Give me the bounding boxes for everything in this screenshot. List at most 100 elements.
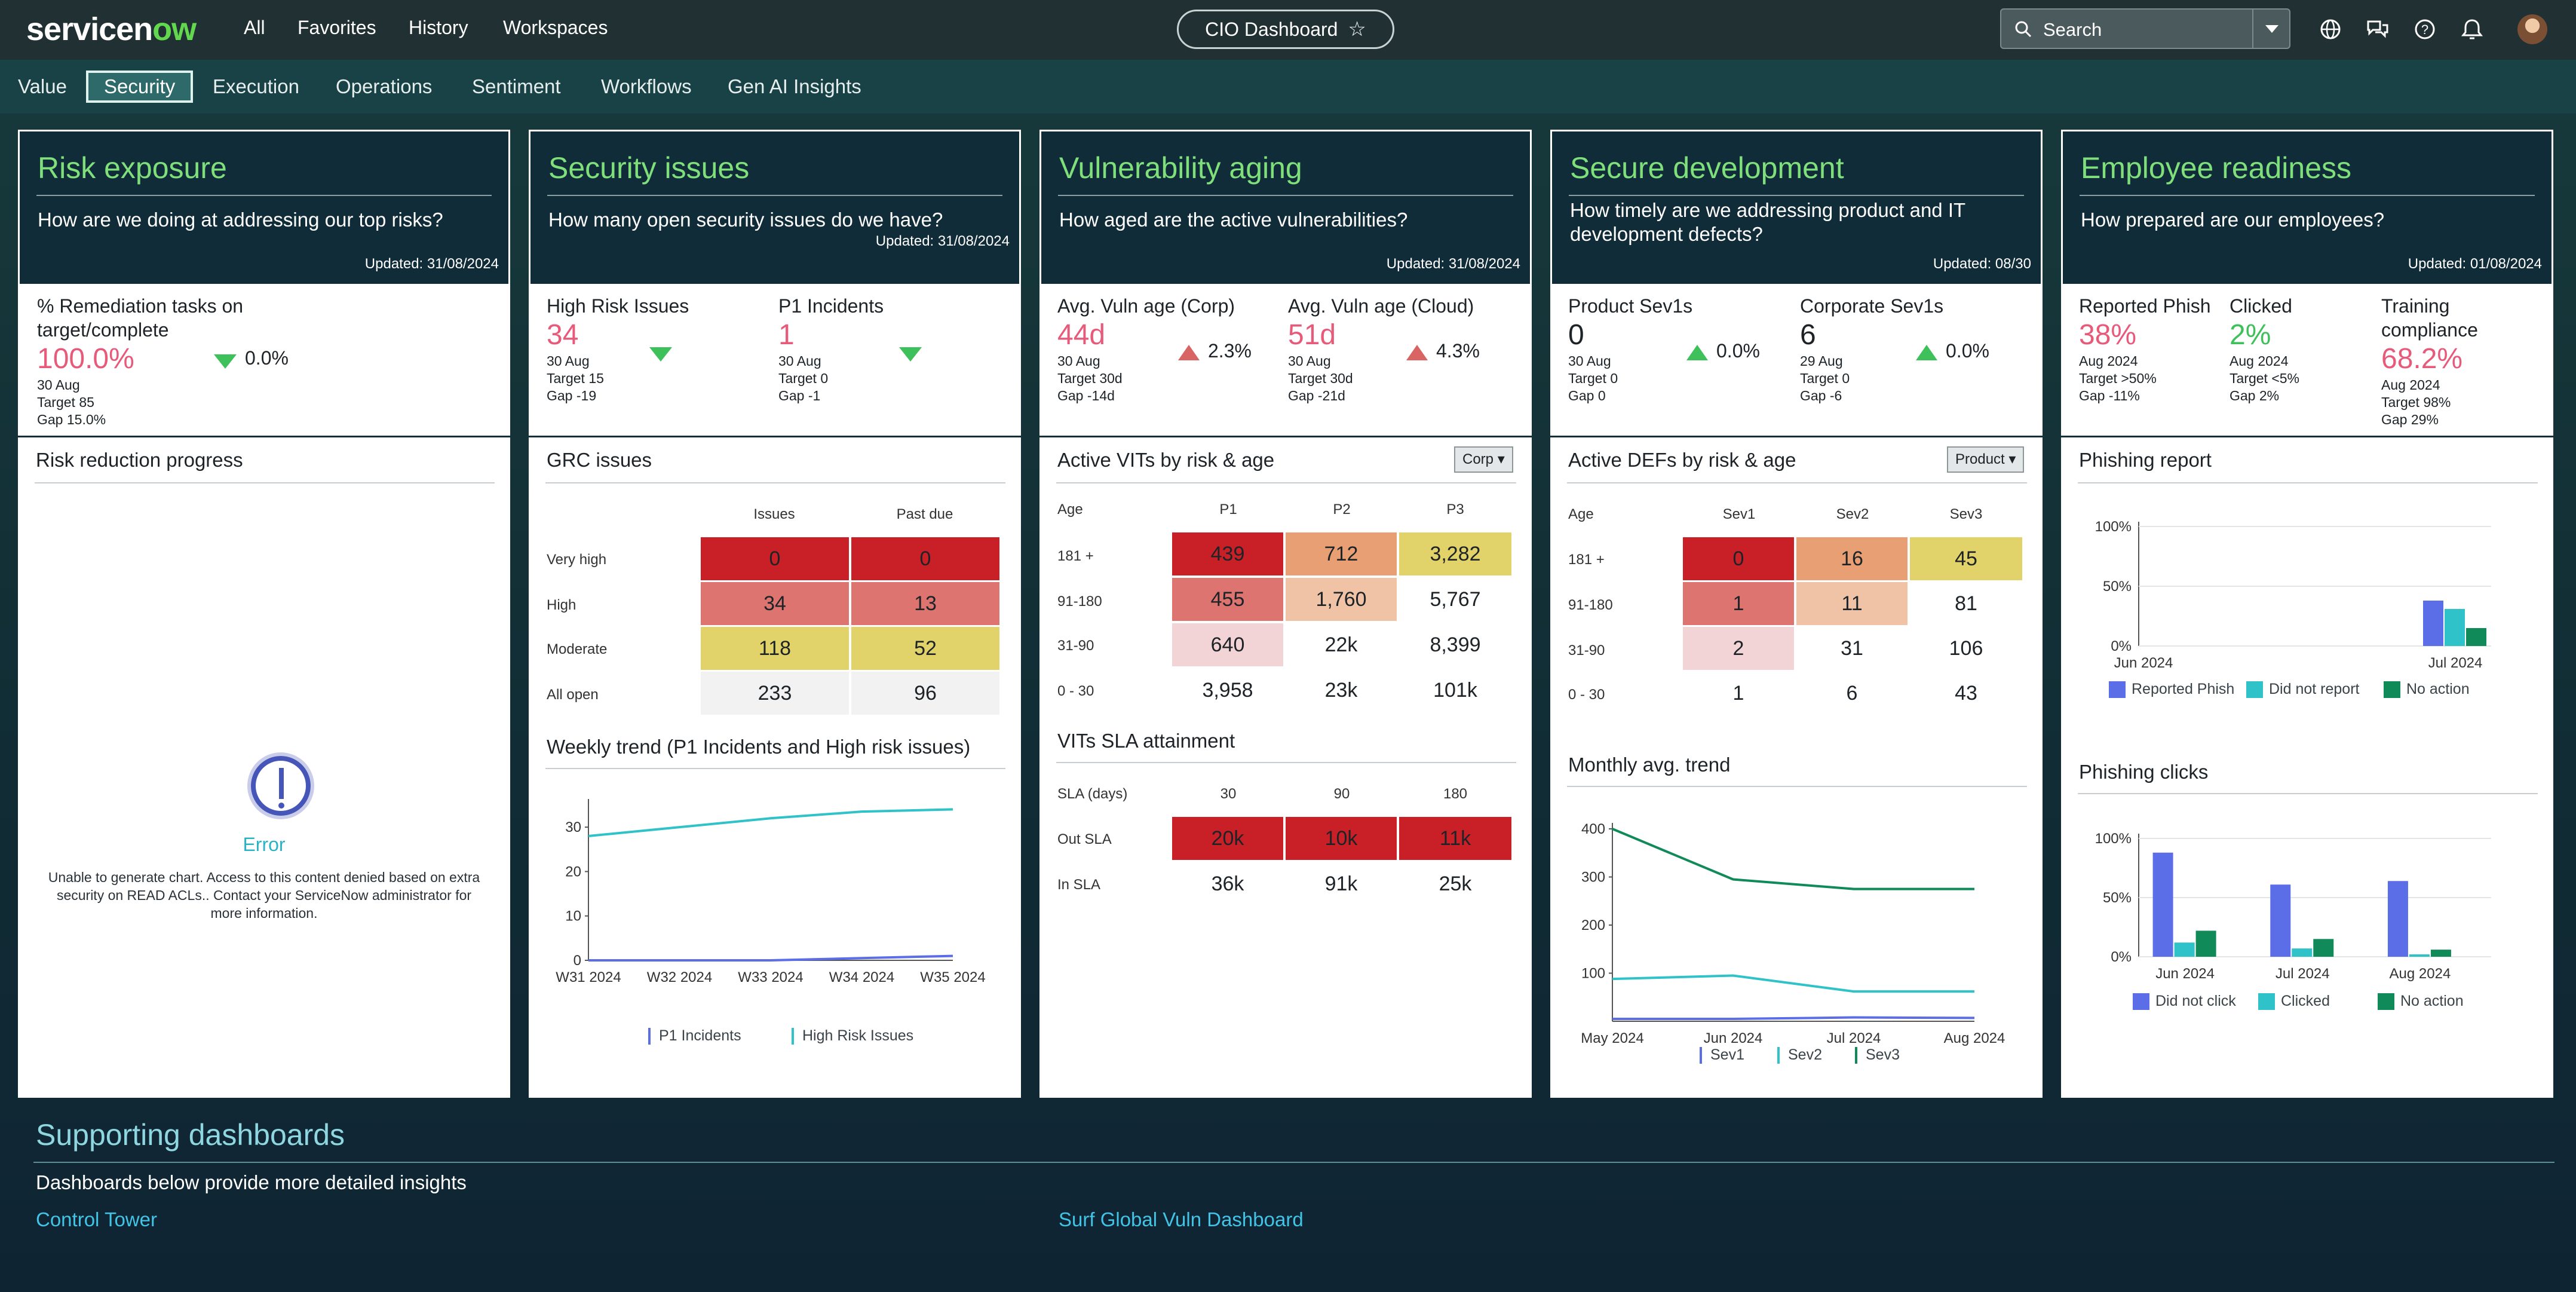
heatmap-cell[interactable]: 0	[1683, 537, 1794, 580]
heatmap-cell[interactable]: 31	[1841, 637, 1863, 660]
heatmap-cell[interactable]: 1	[1732, 682, 1744, 705]
legend-item[interactable]: Clicked	[2258, 993, 2330, 1011]
heatmap-cell[interactable]: 455	[1172, 578, 1283, 621]
updated-date: Updated: 08/30	[1933, 256, 2031, 272]
heatmap-cell[interactable]: 96	[851, 672, 999, 715]
heatmap-cell[interactable]: 0	[701, 537, 849, 580]
nav-favorites[interactable]: Favorites	[298, 17, 376, 38]
search-icon	[2015, 21, 2032, 38]
x-tick-label: Aug 2024	[1944, 1030, 2005, 1046]
heatmap-cell[interactable]: 5,767	[1430, 588, 1481, 611]
legend-item[interactable]: High Risk Issues	[792, 1027, 913, 1045]
heatmap-cell[interactable]: 16	[1796, 537, 1908, 580]
vuln-age-corp-kpi[interactable]: Avg. Vuln age (Corp) 44d 30 Aug Target 3…	[1057, 294, 1278, 405]
bar-no-action	[2430, 950, 2451, 957]
notification-bell-icon[interactable]	[2461, 18, 2483, 41]
kpi-label: Reported Phish	[2079, 295, 2211, 317]
search-scope-chevron-down-icon[interactable]	[2263, 23, 2281, 35]
nav-workspaces[interactable]: Workspaces	[503, 17, 608, 38]
heatmap-cell[interactable]: 23k	[1324, 679, 1358, 702]
heatmap-cell[interactable]: 439	[1172, 532, 1283, 575]
y-tick-label: 30	[565, 819, 581, 835]
heatmap-cell[interactable]: 13	[851, 582, 999, 625]
col-header: P2	[1333, 501, 1351, 518]
heatmap-cell[interactable]: 1,760	[1286, 578, 1397, 621]
kpi-value: 1	[778, 319, 795, 351]
legend-item[interactable]: P1 Incidents	[648, 1027, 741, 1045]
tab-workflows[interactable]: Workflows	[601, 75, 692, 97]
corporate-sev1s-kpi[interactable]: Corporate Sev1s 6 29 Aug Target 0 Gap -6	[1800, 294, 2021, 405]
tab-operations[interactable]: Operations	[336, 75, 433, 97]
user-avatar[interactable]	[2517, 14, 2547, 44]
tab-execution[interactable]: Execution	[213, 75, 299, 97]
defs-filter-dropdown[interactable]: Product ▾	[1947, 446, 2025, 473]
legend-item[interactable]: Did not report	[2246, 681, 2359, 699]
heatmap-cell[interactable]: 106	[1949, 637, 1983, 660]
tab-value[interactable]: Value	[18, 75, 67, 97]
tab-security[interactable]: Security	[86, 71, 194, 103]
search-input[interactable]: Search	[2000, 8, 2290, 49]
heatmap-cell[interactable]: 118	[701, 627, 849, 670]
heatmap-cell[interactable]: 1	[1683, 582, 1794, 625]
chat-icon[interactable]	[2366, 18, 2390, 41]
nav-history[interactable]: History	[409, 17, 468, 38]
x-tick-label: Jul 2024	[2428, 655, 2483, 671]
heatmap-cell[interactable]: 0	[851, 537, 999, 580]
heatmap-cell[interactable]: 34	[701, 582, 849, 625]
heatmap-cell[interactable]: 2	[1683, 627, 1794, 670]
heatmap-cell[interactable]: 36k	[1211, 872, 1244, 895]
tab-gen-ai-insights[interactable]: Gen AI Insights	[728, 75, 861, 97]
heatmap-cell[interactable]: 81	[1955, 592, 1977, 615]
heatmap-cell[interactable]: 25k	[1439, 872, 1472, 895]
heatmap-cell[interactable]: 20k	[1172, 817, 1283, 860]
legend-item[interactable]: Sev3	[1855, 1046, 1900, 1064]
heatmap-cell[interactable]: 640	[1172, 623, 1283, 666]
heatmap-cell[interactable]: 22k	[1324, 633, 1358, 656]
kpi-target: Target >50%	[2079, 371, 2157, 386]
legend-item[interactable]: Sev1	[1700, 1046, 1744, 1064]
heatmap-cell[interactable]: 6	[1846, 682, 1858, 705]
heatmap-cell[interactable]: 101k	[1433, 679, 1477, 702]
globe-icon[interactable]	[2319, 18, 2342, 41]
legend-item[interactable]: No action	[2384, 681, 2470, 699]
legend-item[interactable]: No action	[2378, 993, 2464, 1011]
heatmap-cell[interactable]: 10k	[1286, 817, 1397, 860]
card-question: How aged are the active vulnerabilities?	[1059, 209, 1408, 231]
vuln-age-cloud-kpi[interactable]: Avg. Vuln age (Cloud) 51d 30 Aug Target …	[1288, 294, 1509, 405]
servicenow-logo[interactable]: servicenow	[26, 11, 197, 47]
nav-all[interactable]: All	[244, 17, 265, 38]
y-tick-label: 0	[574, 953, 581, 969]
dashboard-title-pill[interactable]: CIO Dashboard ☆	[1177, 10, 1394, 49]
heatmap-cell[interactable]: 43	[1955, 682, 1977, 705]
heatmap-cell[interactable]: 3,282	[1399, 532, 1511, 575]
heatmap-cell[interactable]: 233	[701, 672, 849, 715]
surf-global-vuln-dashboard-link[interactable]: Surf Global Vuln Dashboard	[1059, 1208, 1304, 1230]
x-tick-label: W31 2024	[556, 969, 621, 985]
heatmap-cell[interactable]: 11k	[1399, 817, 1511, 860]
heatmap-cell[interactable]: 45	[1910, 537, 2022, 580]
remediation-kpi[interactable]: % Remediation tasks on target/complete 1…	[37, 294, 264, 428]
reported-phish-kpi[interactable]: Reported Phish 38% Aug 2024 Target >50% …	[2079, 294, 2222, 405]
vits-filter-dropdown[interactable]: Corp ▾	[1454, 446, 1513, 473]
p1-incidents-kpi[interactable]: P1 Incidents 1 30 Aug Target 0 Gap -1	[778, 294, 993, 405]
heatmap-cell[interactable]: 52	[851, 627, 999, 670]
high-risk-issues-kpi[interactable]: High Risk Issues 34 30 Aug Target 15 Gap…	[547, 294, 762, 405]
heatmap-cell[interactable]: 3,958	[1202, 679, 1253, 702]
favorite-star-icon[interactable]: ☆	[1348, 18, 1366, 41]
heatmap-cell[interactable]: 11	[1796, 582, 1908, 625]
legend-item[interactable]: Did not click	[2133, 993, 2236, 1011]
help-icon[interactable]: ?	[2414, 18, 2436, 41]
control-tower-link[interactable]: Control Tower	[36, 1208, 157, 1230]
kpi-label: Avg. Vuln age (Corp)	[1057, 295, 1235, 317]
card-header: Security issues How many open security i…	[529, 130, 1021, 284]
clicked-kpi[interactable]: Clicked 2% Aug 2024 Target <5% Gap 2%	[2230, 294, 2373, 405]
legend-item[interactable]: Sev2	[1777, 1046, 1822, 1064]
legend-item[interactable]: Reported Phish	[2109, 681, 2234, 699]
training-compliance-kpi[interactable]: Training compliance 68.2% Aug 2024 Targe…	[2381, 294, 2531, 428]
heatmap-cell[interactable]: 91k	[1324, 872, 1358, 895]
heatmap-cell[interactable]: 8,399	[1430, 633, 1481, 656]
product-sev1s-kpi[interactable]: Product Sev1s 0 30 Aug Target 0 Gap 0	[1568, 294, 1783, 405]
heatmap-cell[interactable]: 712	[1286, 532, 1397, 575]
tab-sentiment[interactable]: Sentiment	[472, 75, 561, 97]
card-title: Vulnerability aging	[1059, 151, 1302, 185]
